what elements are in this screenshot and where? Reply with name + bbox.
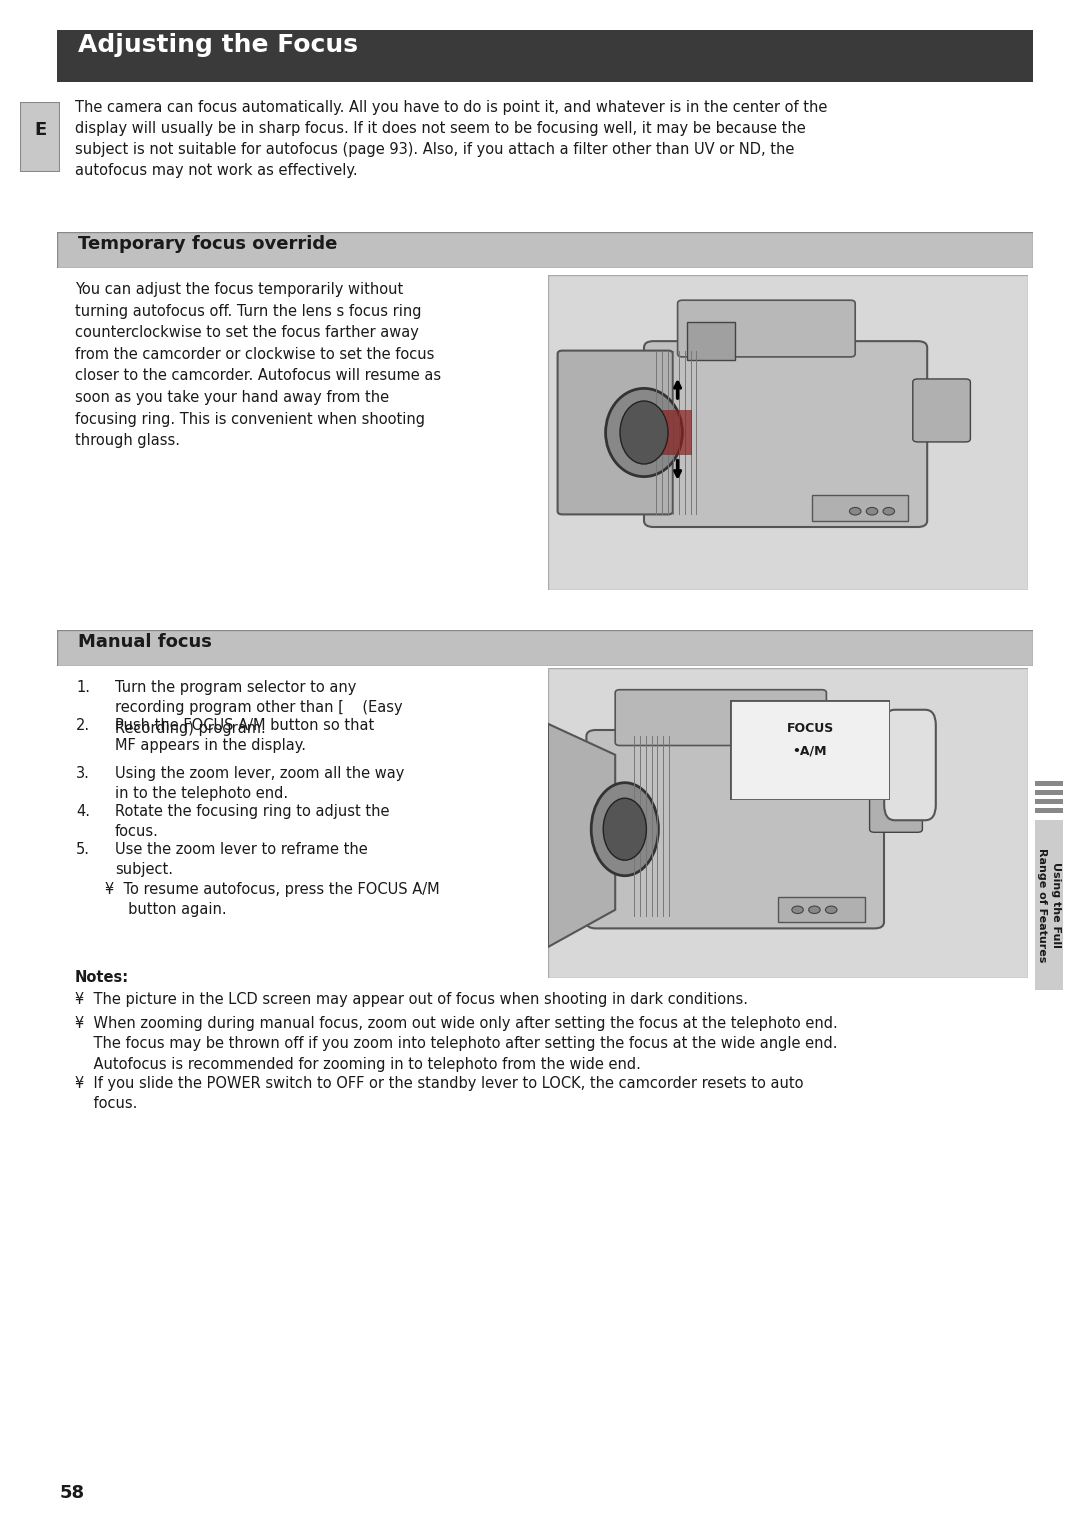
FancyBboxPatch shape [586,729,885,928]
Text: The camera can focus automatically. All you have to do is point it, and whatever: The camera can focus automatically. All … [75,101,827,179]
Text: ¥  The picture in the LCD screen may appear out of focus when shooting in dark c: ¥ The picture in the LCD screen may appe… [75,992,748,1007]
Circle shape [866,508,878,516]
FancyBboxPatch shape [913,378,971,443]
FancyBboxPatch shape [557,351,673,514]
Text: Adjusting the Focus: Adjusting the Focus [78,34,357,56]
Circle shape [809,906,820,914]
Ellipse shape [604,798,647,861]
FancyBboxPatch shape [869,771,922,832]
Text: Push the FOCUS A/M button so that
MF appears in the display.: Push the FOCUS A/M button so that MF app… [114,719,375,754]
Text: 58: 58 [60,1483,85,1502]
Text: Manual focus: Manual focus [78,633,212,652]
FancyBboxPatch shape [687,322,735,360]
Text: ¥  When zooming during manual focus, zoom out wide only after setting the focus : ¥ When zooming during manual focus, zoom… [75,1016,838,1071]
Text: E: E [33,121,46,139]
FancyBboxPatch shape [677,301,855,357]
Text: 2.: 2. [76,719,90,732]
Circle shape [850,508,861,516]
Text: Using the Full
Range of Features: Using the Full Range of Features [1038,848,1061,963]
Text: 5.: 5. [76,842,90,858]
Bar [656,410,692,455]
Ellipse shape [620,401,669,464]
Text: 3.: 3. [76,766,90,781]
Text: Turn the program selector to any
recording program other than [    (Easy
Recordi: Turn the program selector to any recordi… [114,681,403,736]
Ellipse shape [606,389,683,476]
Circle shape [825,906,837,914]
Polygon shape [548,723,616,948]
Text: ¥  To resume autofocus, press the FOCUS A/M
     button again.: ¥ To resume autofocus, press the FOCUS A… [105,882,440,917]
Circle shape [792,906,804,914]
Bar [779,897,865,922]
Text: Temporary focus override: Temporary focus override [78,235,337,253]
Text: FOCUS: FOCUS [786,722,834,736]
FancyBboxPatch shape [616,690,826,746]
Text: Notes:: Notes: [75,971,130,984]
Ellipse shape [591,783,659,876]
Text: 1.: 1. [76,681,90,694]
Text: Using the zoom lever, zoom all the way
in to the telephoto end.: Using the zoom lever, zoom all the way i… [114,766,404,801]
Circle shape [883,508,894,516]
Text: You can adjust the focus temporarily without
turning autofocus off. Turn the len: You can adjust the focus temporarily wit… [75,282,441,449]
Text: Use the zoom lever to reframe the
subject.: Use the zoom lever to reframe the subjec… [114,842,368,877]
Text: 4.: 4. [76,804,90,819]
Text: •A/M: •A/M [793,745,827,757]
Text: Rotate the focusing ring to adjust the
focus.: Rotate the focusing ring to adjust the f… [114,804,390,839]
Text: ¥  If you slide the POWER switch to OFF or the standby lever to LOCK, the camcor: ¥ If you slide the POWER switch to OFF o… [75,1076,804,1111]
Bar [812,496,908,520]
FancyBboxPatch shape [644,342,928,526]
